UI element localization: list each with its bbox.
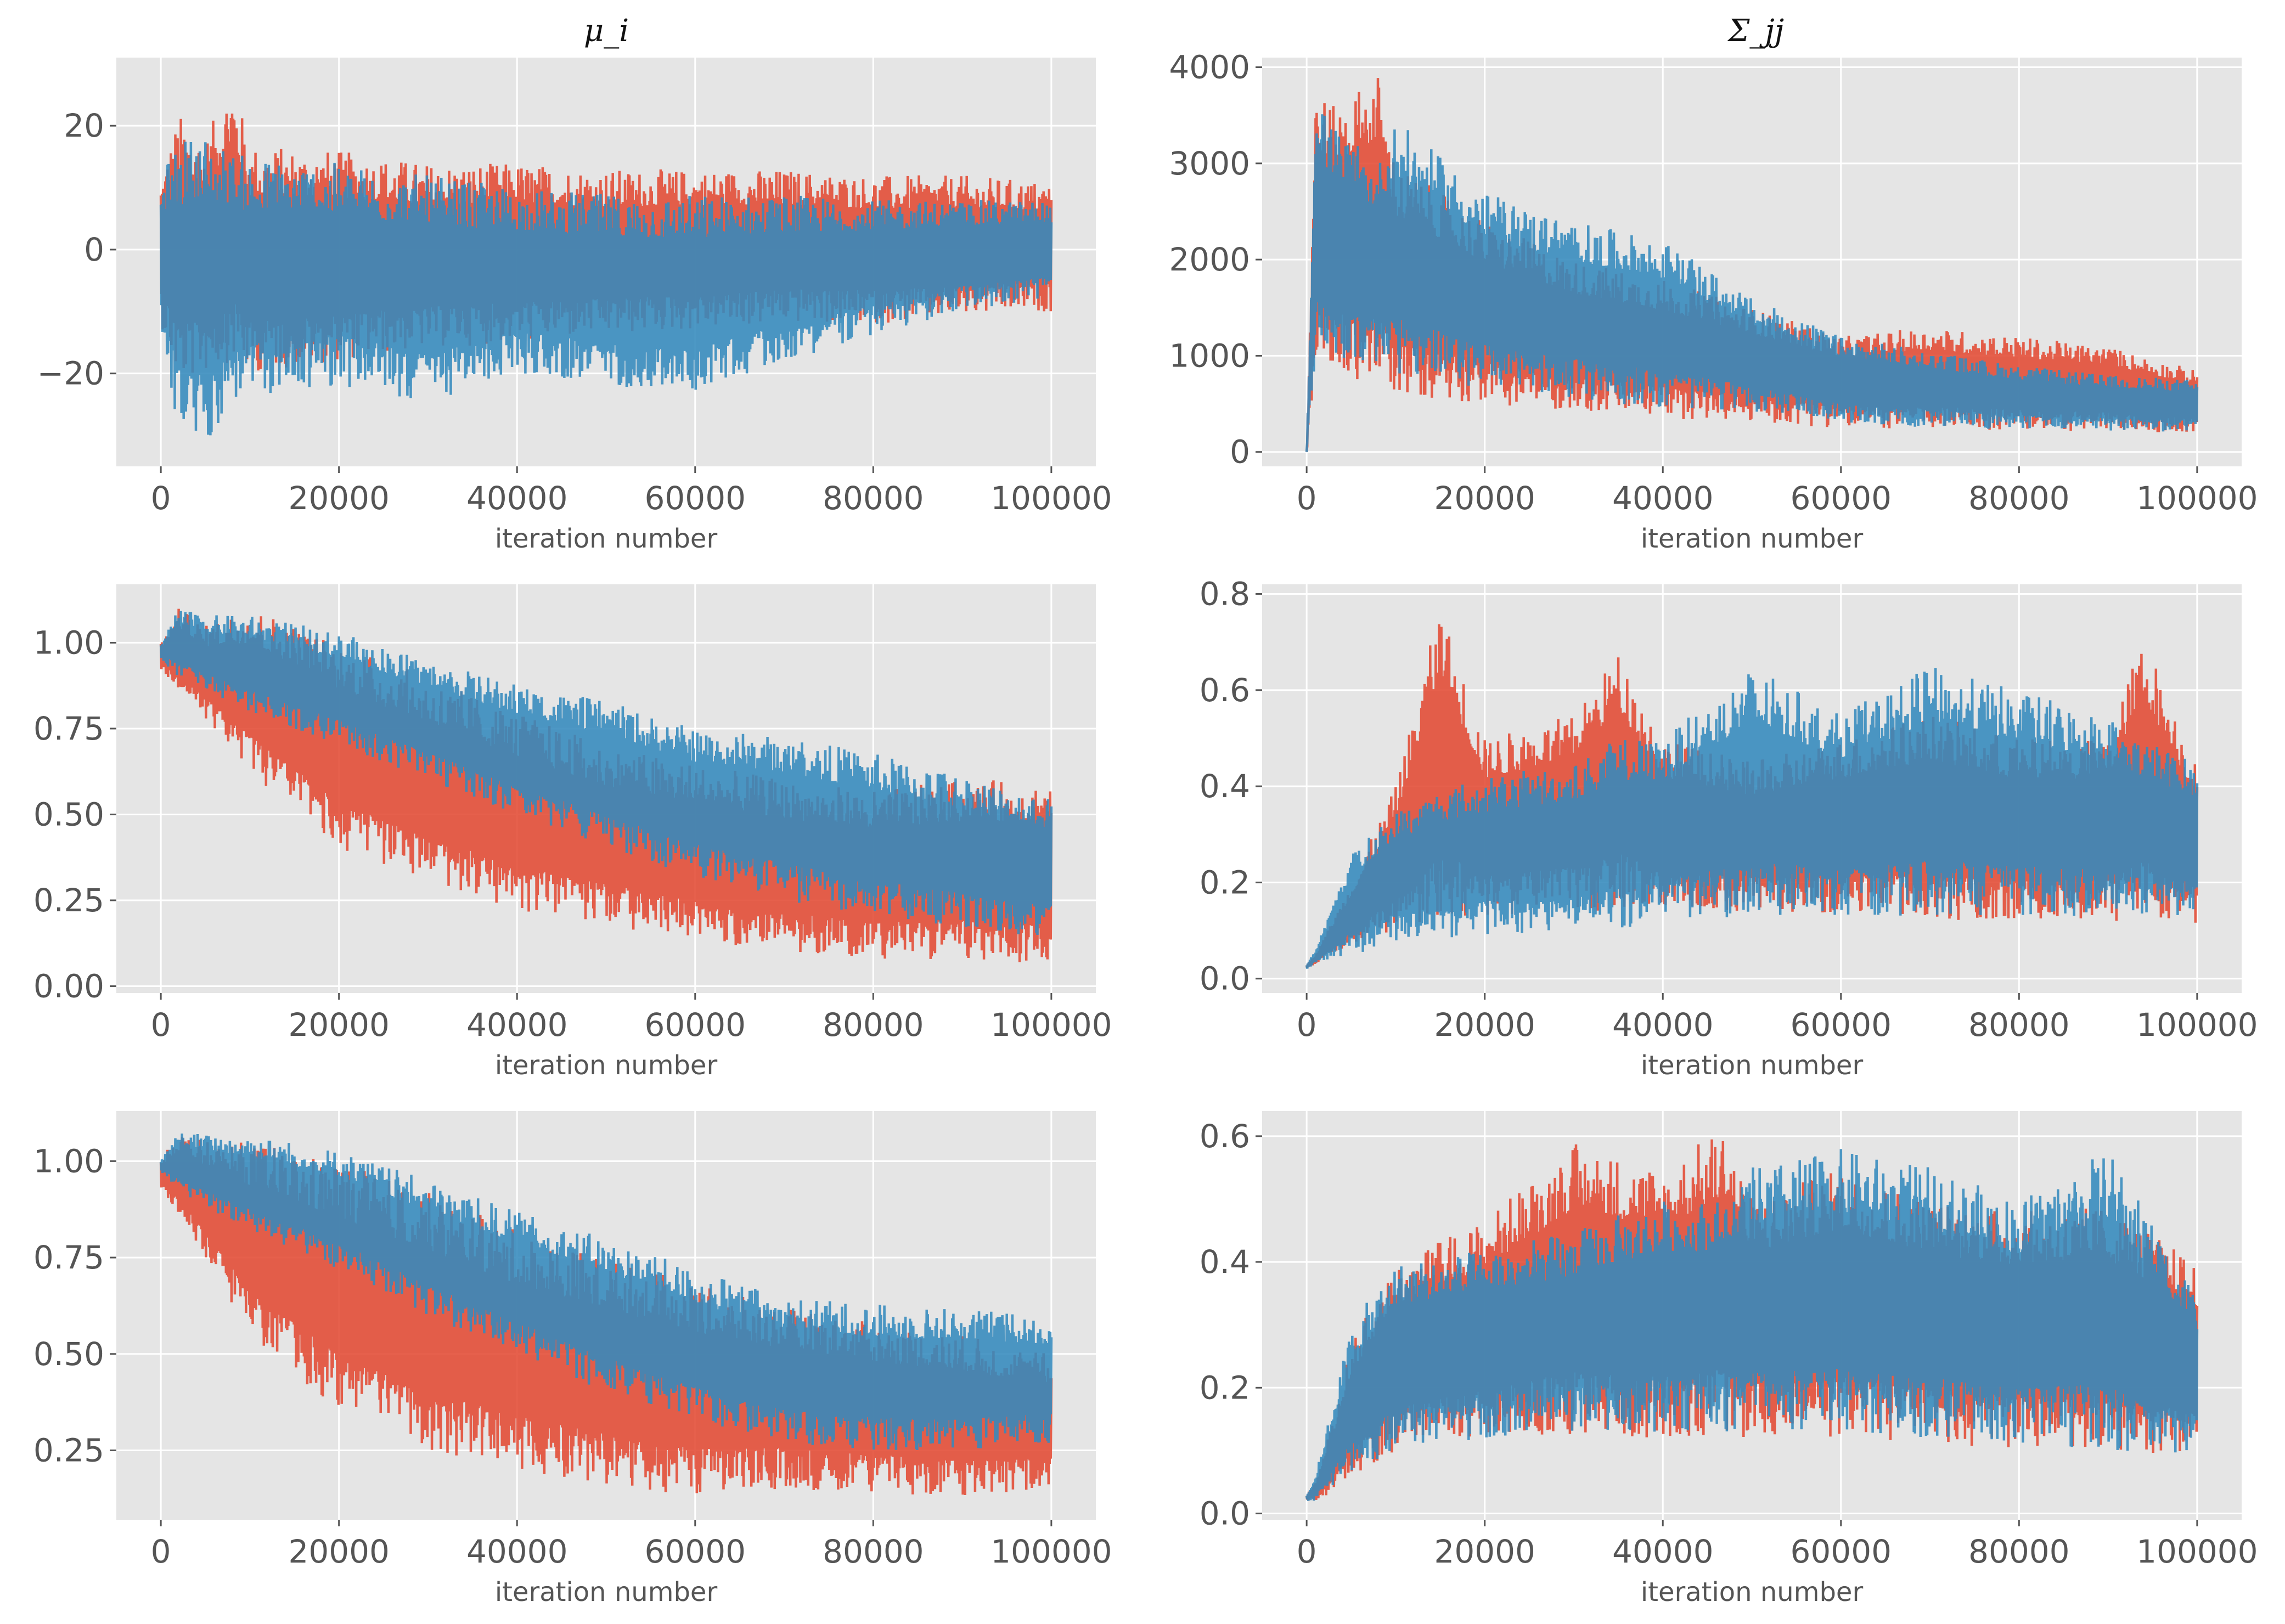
x-tick-label: 60000 xyxy=(1791,1006,1892,1044)
y-tick-label: 0.25 xyxy=(33,882,104,919)
x-tick-label: 80000 xyxy=(1968,1533,2070,1570)
series-line-2 xyxy=(1305,114,2199,452)
y-tick-label: 20 xyxy=(64,107,104,144)
y-tick-label: −20 xyxy=(37,355,104,392)
subplot-3: 0 20000 40000 60000 80000 100000 0.00 0.25 0.50 0… xyxy=(33,584,1112,1081)
x-tick-label: 20000 xyxy=(288,1006,390,1044)
subplot-grid: 0 20000 40000 60000 80000 100000−20020iterati… xyxy=(33,49,2258,1608)
x-tick-label: 80000 xyxy=(1968,1006,2070,1044)
series-group xyxy=(1305,624,2199,969)
x-tick-label: 0 xyxy=(151,1006,171,1044)
subplot-4: 0 20000 40000 60000 80000 100000 0.0 0.2 0.4 0.6 0… xyxy=(1200,576,2258,1081)
x-axis-label: iteration number xyxy=(1641,1050,1864,1081)
series-group xyxy=(159,608,1053,962)
y-tick-label: 0.8 xyxy=(1200,576,1250,613)
x-tick-label: 60000 xyxy=(1791,1533,1892,1570)
y-tick-label: 0.6 xyxy=(1200,672,1250,709)
x-tick-label: 0 xyxy=(1297,1533,1317,1570)
series-group xyxy=(1305,78,2199,452)
y-tick-label: 1.00 xyxy=(33,1142,104,1180)
x-tick-label: 100000 xyxy=(990,1533,1112,1570)
x-tick-label: 20000 xyxy=(1434,1006,1535,1044)
x-tick-label: 20000 xyxy=(1434,480,1535,517)
x-tick-label: 40000 xyxy=(1612,1533,1714,1570)
x-tick-label: 60000 xyxy=(645,480,746,517)
y-tick-label: 0.50 xyxy=(33,796,104,833)
x-tick-label: 40000 xyxy=(466,480,568,517)
x-tick-label: 40000 xyxy=(1612,1006,1714,1044)
subplot-6: 0 20000 40000 60000 80000 100000 0.0 0.2 0.4 0.6 i… xyxy=(1200,1111,2258,1608)
series-line-2 xyxy=(1305,668,2199,969)
x-tick-label: 80000 xyxy=(823,1533,924,1570)
y-tick-label: 0.6 xyxy=(1200,1118,1250,1155)
x-tick-label: 20000 xyxy=(288,1533,390,1570)
x-tick-label: 0 xyxy=(1297,1006,1317,1044)
x-tick-label: 100000 xyxy=(2136,480,2258,517)
y-tick-label: 0.2 xyxy=(1200,864,1250,901)
y-tick-label: 2000 xyxy=(1169,241,1250,278)
x-tick-label: 100000 xyxy=(990,480,1112,517)
y-tick-label: 1.00 xyxy=(33,624,104,661)
subplot-1: 0 20000 40000 60000 80000 100000 −20 0 20 iterati… xyxy=(37,58,1112,554)
x-tick-label: 40000 xyxy=(466,1533,568,1570)
x-tick-label: 60000 xyxy=(645,1006,746,1044)
subplot-2: 0 20000 40000 60000 80000 100000 0 1000 2000 3000… xyxy=(1169,49,2258,554)
x-tick-label: 60000 xyxy=(1791,480,1892,517)
series-group xyxy=(159,1134,1053,1496)
series-line-2 xyxy=(159,611,1053,935)
x-tick-label: 80000 xyxy=(823,480,924,517)
x-tick-label: 0 xyxy=(1297,480,1317,517)
y-tick-label: 4000 xyxy=(1169,49,1250,86)
subplot-5: 0 20000 40000 60000 80000 100000 0.25 0.50 0.75 1… xyxy=(33,1111,1112,1608)
x-tick-label: 20000 xyxy=(288,480,390,517)
y-tick-label: 0 xyxy=(1230,433,1250,471)
x-axis-label: iteration number xyxy=(495,1050,718,1081)
x-tick-label: 0 xyxy=(151,480,171,517)
series-line-2 xyxy=(159,142,1053,436)
x-tick-label: 80000 xyxy=(1968,480,2070,517)
y-tick-label: 0.00 xyxy=(33,967,104,1005)
x-axis-label: iteration number xyxy=(1641,523,1864,554)
series-line-2 xyxy=(159,1134,1053,1451)
column-title-right: Σ_jj xyxy=(1727,13,1784,49)
y-tick-label: 0.75 xyxy=(33,1239,104,1276)
x-tick-label: 0 xyxy=(151,1533,171,1570)
series-group xyxy=(159,113,1053,436)
x-tick-label: 80000 xyxy=(823,1006,924,1044)
y-tick-label: 3000 xyxy=(1169,145,1250,182)
y-tick-label: 0.2 xyxy=(1200,1369,1250,1406)
y-tick-label: 0.4 xyxy=(1200,768,1250,805)
x-tick-label: 100000 xyxy=(990,1006,1112,1044)
series-group xyxy=(1305,1139,2199,1501)
y-tick-label: 0.0 xyxy=(1200,960,1250,997)
x-tick-label: 60000 xyxy=(645,1533,746,1570)
series-line-2 xyxy=(1305,1149,2199,1501)
x-axis-label: iteration number xyxy=(495,523,718,554)
y-tick-label: 1000 xyxy=(1169,337,1250,374)
y-tick-label: 0.25 xyxy=(33,1431,104,1469)
x-tick-label: 40000 xyxy=(466,1006,568,1044)
x-axis-label: iteration number xyxy=(1641,1577,1864,1608)
x-axis-label: iteration number xyxy=(495,1577,718,1608)
x-tick-label: 100000 xyxy=(2136,1006,2258,1044)
y-tick-label: 0.75 xyxy=(33,710,104,747)
x-tick-label: 100000 xyxy=(2136,1533,2258,1570)
x-tick-label: 20000 xyxy=(1434,1533,1535,1570)
column-title-left: μ_i xyxy=(584,13,629,49)
y-tick-label: 0.50 xyxy=(33,1335,104,1373)
x-tick-label: 40000 xyxy=(1612,480,1714,517)
y-tick-label: 0 xyxy=(84,231,104,268)
y-tick-label: 0.4 xyxy=(1200,1243,1250,1281)
y-tick-label: 0.0 xyxy=(1200,1495,1250,1532)
